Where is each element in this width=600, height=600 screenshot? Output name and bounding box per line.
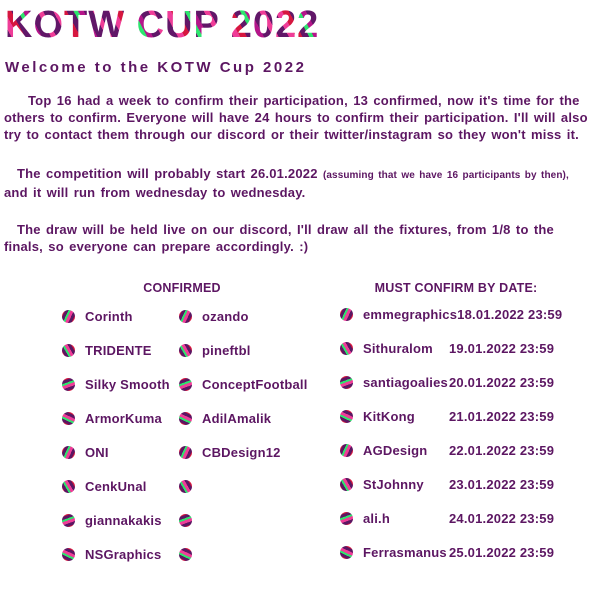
participant-name: NSGraphics [85,546,162,562]
striped-ball-icon [179,513,192,527]
participant-name: santiagoalies [363,374,448,390]
striped-ball-icon [62,445,75,459]
striped-ball-icon [340,477,353,491]
list-item: ONI [62,435,179,469]
striped-ball-icon [179,377,192,391]
list-item: ali.h 24.01.2022 23:59 [340,501,572,535]
striped-ball-icon [179,445,192,459]
list-item: Ferrasmanus 25.01.2022 23:59 [340,535,572,569]
striped-ball-icon [62,309,75,323]
participant-name: ArmorKuma [85,410,162,426]
must-confirm-header: MUST CONFIRM BY DATE: [374,281,538,295]
list-item [179,469,296,503]
confirmed-header: CONFIRMED [143,281,221,295]
participant-name: AGDesign [363,442,428,458]
participant-name: Ferrasmanus [363,544,447,560]
paragraph-draw-info: The draw will be held live on our discor… [4,222,554,254]
striped-ball-icon [340,307,353,321]
participant-name: Sithuralom [363,340,433,356]
striped-ball-icon [340,409,353,423]
striped-ball-icon [62,343,75,357]
must-confirm-list: MUST CONFIRM BY DATE: emmegraphics 18.01.… [340,281,572,571]
participant-name: emmegraphics [363,306,458,322]
deadline: 20.01.2022 23:59 [449,374,555,390]
participant-name: ONI [85,444,109,460]
list-item: CenkUnal [62,469,179,503]
participant-name: ConceptFootball [202,376,308,392]
participant-name: CenkUnal [85,478,147,494]
paragraph-confirmation-info: Top 16 had a week to confirm their parti… [4,93,588,142]
striped-ball-icon [340,341,353,355]
list-item: Silky Smooth [62,367,179,401]
list-item: KitKong 21.01.2022 23:59 [340,399,572,433]
deadline: 24.01.2022 23:59 [449,510,555,526]
start-date-tail: and it will run from wednesday to wednes… [4,185,306,200]
list-item: AdilAmalik [179,401,296,435]
striped-ball-icon [62,513,75,527]
confirmed-list: CONFIRMED Corinth TRIDENTE Silky Smooth … [62,281,307,571]
deadline: 19.01.2022 23:59 [449,340,555,356]
participant-name: pineftbl [202,342,251,358]
list-item: giannakakis [62,503,179,537]
deadline: 21.01.2022 23:59 [449,408,555,424]
list-item: AGDesign 22.01.2022 23:59 [340,433,572,467]
striped-ball-icon [340,443,353,457]
striped-ball-icon [179,411,192,425]
list-item [179,537,296,571]
striped-ball-icon [62,547,75,561]
list-item: ConceptFootball [179,367,307,401]
confirmed-columns: Corinth TRIDENTE Silky Smooth ArmorKuma … [62,297,307,571]
participant-name: ozando [202,308,249,324]
start-date-note: (assuming that we have 16 participants b… [322,170,569,181]
participant-name: TRIDENTE [85,342,152,358]
deadline: 25.01.2022 23:59 [449,544,555,560]
participant-name: KitKong [363,408,415,424]
list-item: TRIDENTE [62,333,179,367]
striped-ball-icon [62,479,75,493]
striped-ball-icon [179,479,192,493]
participant-name: giannakakis [85,512,162,528]
participant-name: AdilAmalik [202,410,272,426]
participants-section: CONFIRMED Corinth TRIDENTE Silky Smooth … [0,281,600,571]
list-item: NSGraphics [62,537,179,571]
striped-ball-icon [62,377,75,391]
list-item: StJohnny 23.01.2022 23:59 [340,467,572,501]
confirmed-column-2: ozando pineftbl ConceptFootball AdilAmal… [179,299,307,571]
participant-name: StJohnny [363,476,424,492]
list-item: emmegraphics 18.01.2022 23:59 [340,297,572,331]
striped-ball-icon [179,547,192,561]
striped-ball-icon [340,545,353,559]
participant-name: CBDesign12 [202,444,281,460]
list-item [179,503,296,537]
deadline: 23.01.2022 23:59 [449,476,555,492]
striped-ball-icon [340,511,353,525]
list-item: pineftbl [179,333,296,367]
participant-name: ali.h [363,510,391,526]
must-confirm-rows: emmegraphics 18.01.2022 23:59 Sithuralom 1… [340,297,572,569]
striped-ball-icon [340,375,353,389]
list-item: santiagoalies 20.01.2022 23:59 [340,365,572,399]
list-item: ArmorKuma [62,401,179,435]
participant-name: Silky Smooth [85,376,170,392]
deadline: 22.01.2022 23:59 [449,442,555,458]
list-item: Sithuralom 19.01.2022 23:59 [340,331,572,365]
start-date-text: The competition will probably start 26.0… [17,166,318,181]
page-title: KOTW CUP 2022 [5,4,320,46]
list-item: ozando [179,299,296,333]
welcome-subtitle: Welcome to the KOTW Cup 2022 [5,59,307,76]
list-item: CBDesign12 [179,435,296,469]
striped-ball-icon [62,411,75,425]
striped-ball-icon [179,343,192,357]
confirmed-column-1: Corinth TRIDENTE Silky Smooth ArmorKuma … [62,299,179,571]
paragraph-start-date: The competition will probably start 26.0… [4,165,596,201]
deadline: 18.01.2022 23:59 [457,306,563,322]
striped-ball-icon [179,309,192,323]
list-item: Corinth [62,299,179,333]
participant-name: Corinth [85,308,133,324]
